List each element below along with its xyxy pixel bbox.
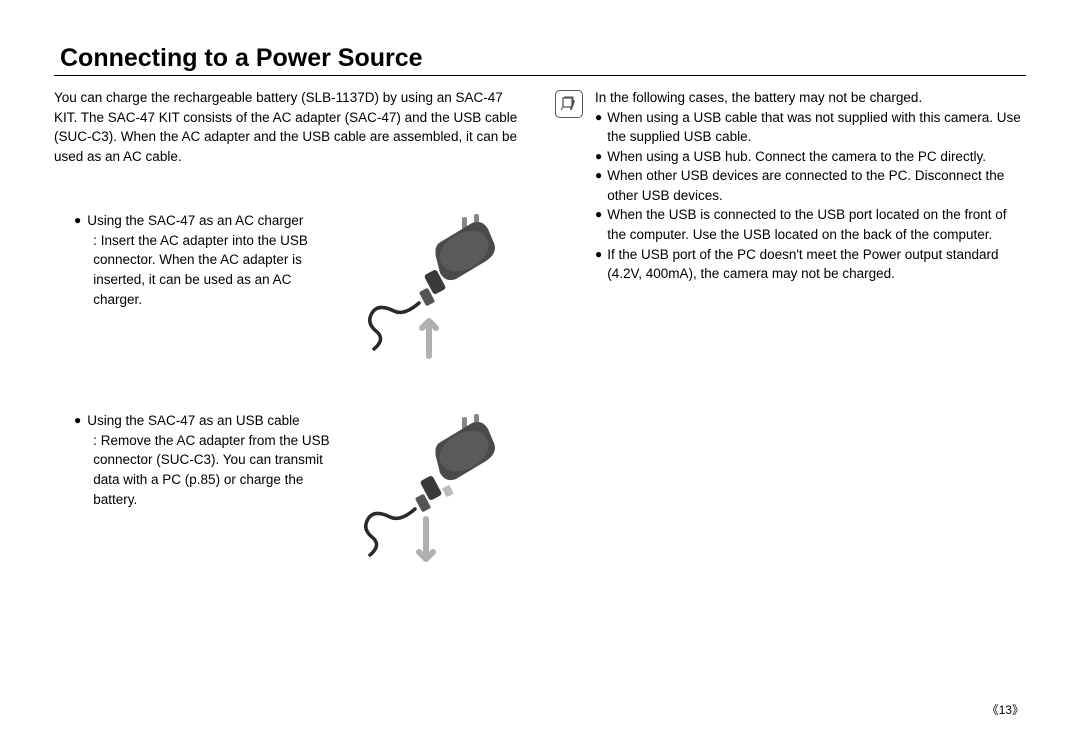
note-item-text: When the USB is connected to the USB por…: [607, 205, 1026, 244]
note-item-text: If the USB port of the PC doesn't meet t…: [607, 245, 1026, 284]
page-number: 《13》: [987, 701, 1024, 718]
note-item: ● When other USB devices are connected t…: [595, 166, 1026, 205]
usage1-heading: Using the SAC-47 as an AC charger: [87, 211, 334, 231]
usage-usb-cable-block: ● Using the SAC-47 as an USB cable : Rem…: [54, 411, 525, 581]
bullet-icon: ●: [74, 211, 81, 230]
bullet-icon: ●: [595, 147, 602, 166]
note-item-text: When using a USB cable that was not supp…: [607, 108, 1026, 147]
ac-charger-illustration: [352, 211, 525, 381]
usb-cable-illustration: [352, 411, 525, 581]
bullet-icon: ●: [595, 245, 602, 264]
right-column: In the following cases, the battery may …: [555, 88, 1026, 611]
note-icon: [555, 90, 583, 118]
content-columns: You can charge the rechargeable battery …: [54, 88, 1026, 611]
note-block: In the following cases, the battery may …: [555, 88, 1026, 284]
note-body: In the following cases, the battery may …: [595, 88, 1026, 284]
bullet-icon: ●: [74, 411, 81, 430]
intro-text: You can charge the rechargeable battery …: [54, 88, 525, 166]
bullet-icon: ●: [595, 108, 602, 127]
note-item: ● When the USB is connected to the USB p…: [595, 205, 1026, 244]
usage-ac-charger-text: ● Using the SAC-47 as an AC charger : In…: [54, 211, 334, 309]
usage-ac-charger-block: ● Using the SAC-47 as an AC charger : In…: [54, 211, 525, 381]
usage2-detail: : Remove the AC adapter from the USB con…: [87, 431, 334, 509]
usage2-heading: Using the SAC-47 as an USB cable: [87, 411, 334, 431]
left-column: You can charge the rechargeable battery …: [54, 88, 525, 611]
bullet-icon: ●: [595, 205, 602, 224]
note-item-text: When using a USB hub. Connect the camera…: [607, 147, 986, 167]
bullet-icon: ●: [595, 166, 602, 185]
page-title: Connecting to a Power Source: [54, 44, 1026, 76]
note-intro: In the following cases, the battery may …: [595, 88, 1026, 108]
usage-usb-cable-text: ● Using the SAC-47 as an USB cable : Rem…: [54, 411, 334, 509]
note-item: ● When using a USB hub. Connect the came…: [595, 147, 1026, 167]
usage1-detail: : Insert the AC adapter into the USB con…: [87, 231, 334, 309]
note-item-text: When other USB devices are connected to …: [607, 166, 1026, 205]
note-item: ● If the USB port of the PC doesn't meet…: [595, 245, 1026, 284]
note-item: ● When using a USB cable that was not su…: [595, 108, 1026, 147]
